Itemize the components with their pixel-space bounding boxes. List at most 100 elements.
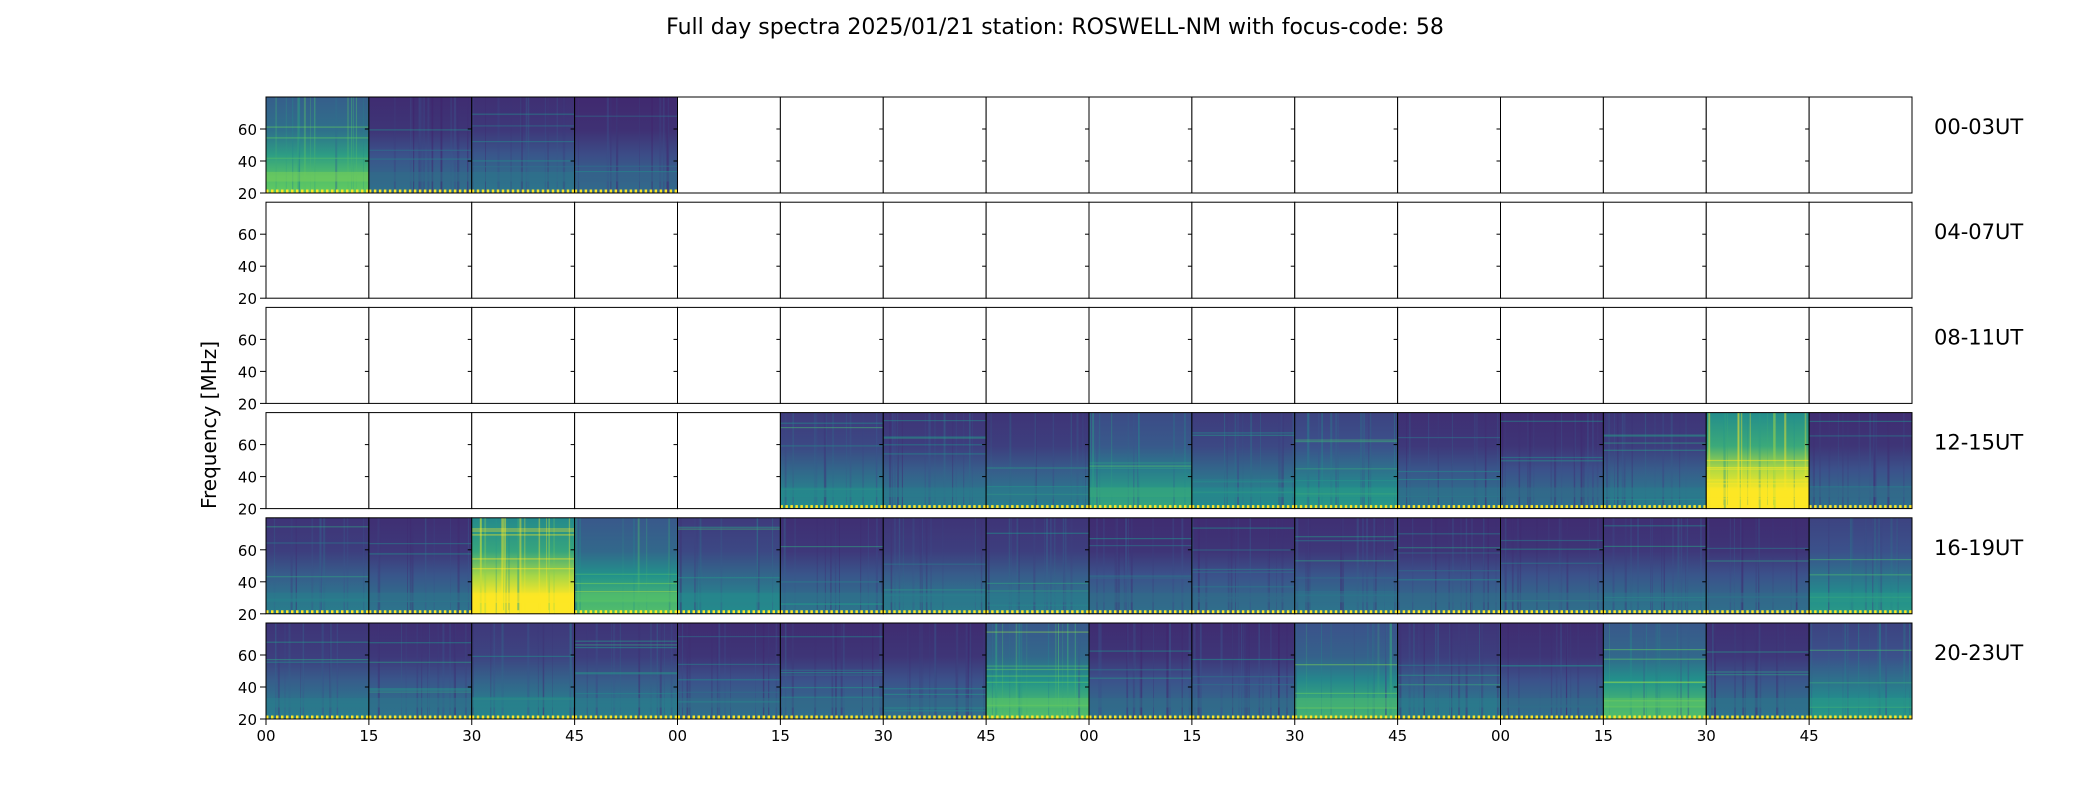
spectrum-streak [1729,517,1732,614]
spectrum-streak [467,97,469,193]
spectrum-streak [1482,517,1485,614]
y-tick-label: 60 [238,121,257,139]
spectrum-streak [363,97,364,193]
spectrum-streak [1321,412,1323,509]
spectrum-streak [1676,623,1679,719]
spectrum-streak [785,623,787,719]
spectrum-streak [1230,517,1233,614]
spectrum-streak [1126,623,1128,719]
spectrum-line [471,534,575,536]
spectrum-streak [562,97,566,193]
spectrum-streak [1127,412,1129,509]
spectrum-panel [265,412,370,510]
spectrum-streak [633,517,635,614]
panel-border [1808,306,1913,404]
spectrum-streak [1296,517,1299,614]
spectrum-streak [1052,412,1055,509]
spectrum-streak [1258,623,1261,719]
spectrum-streak [273,517,276,614]
spectrum-streak [525,97,528,193]
spectrum-streak [302,623,305,719]
spectrum-line [471,528,575,530]
spectrum-streak [1539,623,1541,719]
empty-cell [471,202,575,299]
spectrum-streak [577,97,580,193]
y-tick-label: 40 [238,258,257,276]
spectrum-line [677,577,781,579]
spectrum-streak [894,412,897,509]
spectrum-streak [508,517,510,614]
spectrum-streak [1009,623,1011,719]
spectrum-streak [1601,517,1603,614]
spectrum-streak [1337,412,1339,509]
spectrum-panel [1088,96,1193,194]
spectrum-streak [980,517,983,614]
y-tick-label: 40 [238,679,257,697]
spectrum-streak [1606,412,1608,509]
spectrum-band [1603,487,1707,498]
empty-cell [1397,307,1501,404]
spectrum-panel [1705,517,1810,615]
spectrum-streak [1062,517,1064,614]
spectrum-streak [1790,517,1792,614]
spectrum-streak [330,623,332,719]
spectrum-streak [1242,412,1244,509]
empty-cell [471,307,575,404]
spectrum-streak [755,623,756,719]
empty-cell [1809,202,1912,299]
empty-cell [574,412,678,509]
spectrum-streak [1018,623,1021,719]
spectrum-panel [985,622,1090,720]
spectrum-line [1500,665,1604,667]
spectrum-streak [956,623,959,719]
panel-border [1808,412,1913,510]
spectrum-streak [1140,623,1143,719]
spectrum-line [986,631,1089,633]
spectrum-band [1191,487,1295,498]
empty-cell [1500,202,1604,299]
spectrum-streak [347,97,349,193]
empty-cell [677,412,781,509]
spectrum-streak [1368,412,1370,509]
spectrum-streak [1844,623,1846,719]
spectrum-streak [1189,623,1191,719]
spectrum-streak [952,412,954,509]
panel-border [1808,96,1913,194]
y-tick-label: 40 [238,363,257,381]
spectrum-line [677,679,781,681]
spectrum-streak [699,517,702,614]
spectrum-streak [1484,412,1487,509]
spectrum-streak [1020,623,1023,719]
spectrum-streak [679,517,682,614]
spectrum-streak [288,623,291,719]
spectrum-line [1294,468,1398,470]
spectrum-streak [1082,412,1084,509]
spectrum-streak [1631,412,1633,509]
spectrum-streak [681,623,683,719]
spectrum-streak [688,623,691,719]
spectrum-streak [1471,517,1473,614]
empty-cell [1706,97,1810,193]
spectrum-streak [860,517,862,614]
spectrum-band [574,171,678,182]
spectrum-streak [1560,517,1563,614]
spectrum-streak [1050,517,1052,614]
spectrum-streak [547,97,549,193]
spectrum-streak [1470,517,1471,614]
spectrum-line [1191,527,1295,529]
spectrum-streak [1566,623,1567,719]
spectrum-panel [1397,96,1501,194]
x-axis: 00 15 30 45 00 15 30 45 00 15 30 45 00 15 30 45 [256,719,1819,745]
spectrum-line [368,158,472,160]
spectrum-streak [405,623,407,719]
empty-cell [574,202,678,299]
spectrum-band [1089,487,1192,498]
spectrum-line [266,661,369,663]
spectrum-band [1706,487,1810,498]
spectrum-streak [1504,517,1507,614]
spectrum-streak [519,517,522,614]
spectrum-streak [1566,517,1569,614]
empty-cell [986,202,1089,299]
spectrum-streak [1555,623,1558,719]
